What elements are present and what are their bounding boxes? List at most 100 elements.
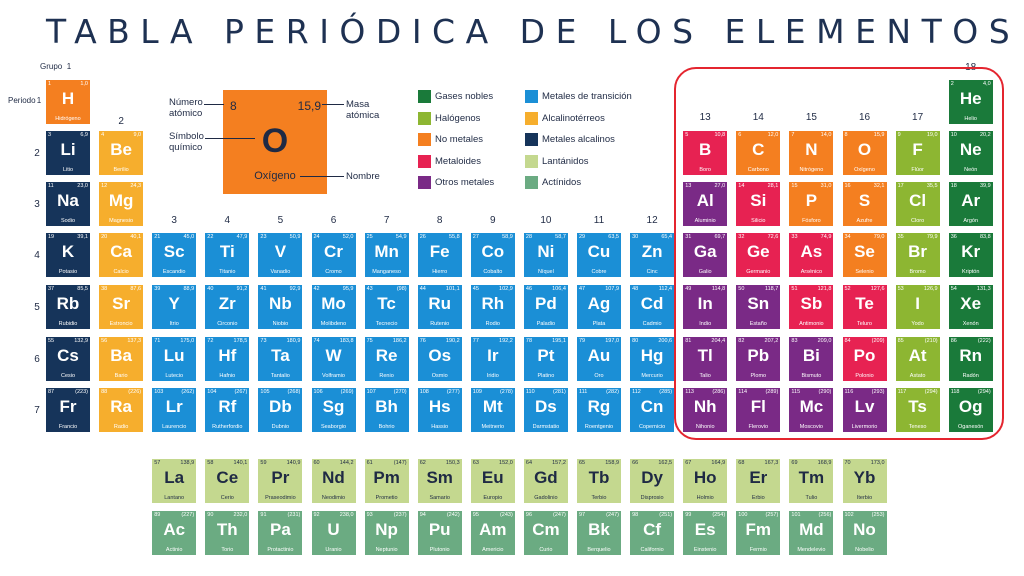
- element-c[interactable]: 6 12,0 C Carbono: [736, 131, 781, 175]
- element-y[interactable]: 39 88,9 Y Itrio: [152, 285, 197, 329]
- element-bi[interactable]: 83 209,0 Bi Bismuto: [789, 337, 834, 381]
- element-sr[interactable]: 38 87,6 Sr Estroncio: [99, 285, 144, 329]
- element-au[interactable]: 79 197,0 Au Oro: [577, 337, 621, 381]
- element-er[interactable]: 68 167,3 Er Erbio: [736, 459, 781, 503]
- element-fr[interactable]: 87 (223) Fr Francio: [46, 388, 90, 432]
- element-p[interactable]: 15 31,0 P Fósforo: [789, 182, 834, 226]
- element-th[interactable]: 90 232,0 Th Torio: [205, 511, 250, 555]
- element-pt[interactable]: 78 195,1 Pt Platino: [523, 337, 568, 381]
- element-pr[interactable]: 59 140,9 Pr Praseodimio: [258, 459, 303, 503]
- element-o[interactable]: 8 15,9 O Oxígeno: [842, 131, 887, 175]
- element-ag[interactable]: 47 107,9 Ag Plata: [577, 285, 621, 329]
- element-bk[interactable]: 97 (247) Bk Berquelio: [577, 511, 621, 555]
- element-mo[interactable]: 42 95,9 Mo Molibdeno: [311, 285, 356, 329]
- element-sb[interactable]: 51 121,8 Sb Antimonio: [789, 285, 834, 329]
- element-tm[interactable]: 69 168,9 Tm Tulio: [789, 459, 834, 503]
- element-k[interactable]: 19 39,1 K Potasio: [46, 233, 90, 277]
- element-tb[interactable]: 65 158,9 Tb Terbio: [577, 459, 621, 503]
- element-rn[interactable]: 86 (222) Rn Radón: [948, 337, 993, 381]
- element-rf[interactable]: 104 (267) Rf Rutherfordio: [205, 388, 250, 432]
- element-mg[interactable]: 12 24,3 Mg Magnesio: [99, 182, 144, 226]
- element-kr[interactable]: 36 83,8 Kr Kriptón: [948, 233, 993, 277]
- element-gd[interactable]: 64 157,2 Gd Gadolinio: [523, 459, 568, 503]
- element-lr[interactable]: 103 (262) Lr Laurencio: [152, 388, 197, 432]
- element-rh[interactable]: 45 102,9 Rh Rodio: [470, 285, 515, 329]
- element-ba[interactable]: 56 137,3 Ba Bario: [99, 337, 144, 381]
- element-b[interactable]: 5 10,8 B Boro: [683, 131, 728, 175]
- element-tc[interactable]: 43 (98) Tc Tecnecio: [364, 285, 409, 329]
- element-ge[interactable]: 32 72,6 Ge Germanio: [736, 233, 781, 277]
- element-ac[interactable]: 89 (227) Ac Actinio: [152, 511, 197, 555]
- element-cm[interactable]: 96 (247) Cm Curio: [523, 511, 568, 555]
- element-al[interactable]: 13 27,0 Al Aluminio: [683, 182, 728, 226]
- element-pu[interactable]: 94 (242) Pu Plutonio: [417, 511, 462, 555]
- element-ru[interactable]: 44 101,1 Ru Rutenio: [417, 285, 462, 329]
- element-n[interactable]: 7 14,0 N Nitrógeno: [789, 131, 834, 175]
- element-la[interactable]: 57 138,9 La Lantano: [152, 459, 197, 503]
- element-in[interactable]: 49 114,8 In Indio: [683, 285, 728, 329]
- element-ar[interactable]: 18 39,9 Ar Argón: [948, 182, 993, 226]
- element-md[interactable]: 101 (256) Md Mendelevio: [789, 511, 834, 555]
- element-pd[interactable]: 46 106,4 Pd Paladio: [523, 285, 568, 329]
- element-no[interactable]: 102 (253) No Nobelio: [842, 511, 887, 555]
- element-ne[interactable]: 10 20,2 Ne Neón: [948, 131, 993, 175]
- element-os[interactable]: 76 190,2 Os Osmio: [417, 337, 462, 381]
- element-as[interactable]: 33 74,9 As Arsénico: [789, 233, 834, 277]
- element-u[interactable]: 92 238,0 U Uranio: [311, 511, 356, 555]
- element-re[interactable]: 75 186,2 Re Renio: [364, 337, 409, 381]
- element-li[interactable]: 3 6,9 Li Litio: [46, 131, 90, 175]
- element-po[interactable]: 84 (209) Po Polonio: [842, 337, 887, 381]
- element-hg[interactable]: 80 200,6 Hg Mercurio: [630, 337, 675, 381]
- element-rb[interactable]: 37 85,5 Rb Rubidio: [46, 285, 90, 329]
- element-mt[interactable]: 109 (278) Mt Meitnerio: [470, 388, 515, 432]
- element-cn[interactable]: 112 (285) Cn Copernicio: [630, 388, 675, 432]
- element-zn[interactable]: 30 65,4 Zn Cinc: [630, 233, 675, 277]
- element-ho[interactable]: 67 164,9 Ho Holmio: [683, 459, 728, 503]
- element-ds[interactable]: 110 (281) Ds Darmstatio: [523, 388, 568, 432]
- element-pa[interactable]: 91 (231) Pa Protactinio: [258, 511, 303, 555]
- element-be[interactable]: 4 9,0 Be Berilio: [99, 131, 144, 175]
- element-ra[interactable]: 88 (226) Ra Radio: [99, 388, 144, 432]
- element-yb[interactable]: 70 173,0 Yb Iterbio: [842, 459, 887, 503]
- element-lu[interactable]: 71 175,0 Lu Lutecio: [152, 337, 197, 381]
- element-s[interactable]: 16 32,1 S Azufre: [842, 182, 887, 226]
- element-mc[interactable]: 115 (290) Mc Moscovio: [789, 388, 834, 432]
- element-lv[interactable]: 116 (293) Lv Livermorio: [842, 388, 887, 432]
- element-pb[interactable]: 82 207,2 Pb Plomo: [736, 337, 781, 381]
- element-w[interactable]: 74 183,8 W Volframio: [311, 337, 356, 381]
- element-at[interactable]: 85 (210) At Astato: [895, 337, 940, 381]
- element-nd[interactable]: 60 144,2 Nd Neodimio: [311, 459, 356, 503]
- element-tl[interactable]: 81 204,4 Tl Talio: [683, 337, 728, 381]
- element-ce[interactable]: 58 140,1 Ce Cerio: [205, 459, 250, 503]
- element-f[interactable]: 9 19,0 F Flúor: [895, 131, 940, 175]
- element-v[interactable]: 23 50,9 V Vanadio: [258, 233, 303, 277]
- element-cs[interactable]: 55 132,9 Cs Cesio: [46, 337, 90, 381]
- element-dy[interactable]: 66 162,5 Dy Disprosio: [630, 459, 675, 503]
- element-rg[interactable]: 111 (282) Rg Roentgenio: [577, 388, 621, 432]
- element-db[interactable]: 105 (268) Db Dubnio: [258, 388, 303, 432]
- element-cr[interactable]: 24 52,0 Cr Cromo: [311, 233, 356, 277]
- element-fm[interactable]: 100 (257) Fm Fermio: [736, 511, 781, 555]
- element-ga[interactable]: 31 69,7 Ga Galio: [683, 233, 728, 277]
- element-h[interactable]: 1 1,0 H Hidrógeno: [46, 80, 90, 124]
- element-xe[interactable]: 54 131,3 Xe Xenón: [948, 285, 993, 329]
- element-ir[interactable]: 77 192,2 Ir Iridio: [470, 337, 515, 381]
- element-hf[interactable]: 72 178,5 Hf Hafnio: [205, 337, 250, 381]
- element-ca[interactable]: 20 40,1 Ca Calcio: [99, 233, 144, 277]
- element-fl[interactable]: 114 (289) Fl Flerovio: [736, 388, 781, 432]
- element-nb[interactable]: 41 92,9 Nb Niobio: [258, 285, 303, 329]
- element-i[interactable]: 53 126,9 I Yodo: [895, 285, 940, 329]
- element-te[interactable]: 52 127,6 Te Teluro: [842, 285, 887, 329]
- element-sg[interactable]: 106 (269) Sg Seaborgio: [311, 388, 356, 432]
- element-si[interactable]: 14 28,1 Si Silicio: [736, 182, 781, 226]
- element-mn[interactable]: 25 54,9 Mn Manganeso: [364, 233, 409, 277]
- element-pm[interactable]: 61 (147) Pm Prometio: [364, 459, 409, 503]
- element-hs[interactable]: 108 (277) Hs Hassio: [417, 388, 462, 432]
- element-es[interactable]: 99 (254) Es Einstenio: [683, 511, 728, 555]
- element-bh[interactable]: 107 (270) Bh Bohrio: [364, 388, 409, 432]
- element-se[interactable]: 34 79,0 Se Selenio: [842, 233, 887, 277]
- element-am[interactable]: 95 (243) Am Americio: [470, 511, 515, 555]
- element-ti[interactable]: 22 47,9 Ti Titanio: [205, 233, 250, 277]
- element-br[interactable]: 35 79,9 Br Bromo: [895, 233, 940, 277]
- element-cu[interactable]: 29 63,5 Cu Cobre: [577, 233, 621, 277]
